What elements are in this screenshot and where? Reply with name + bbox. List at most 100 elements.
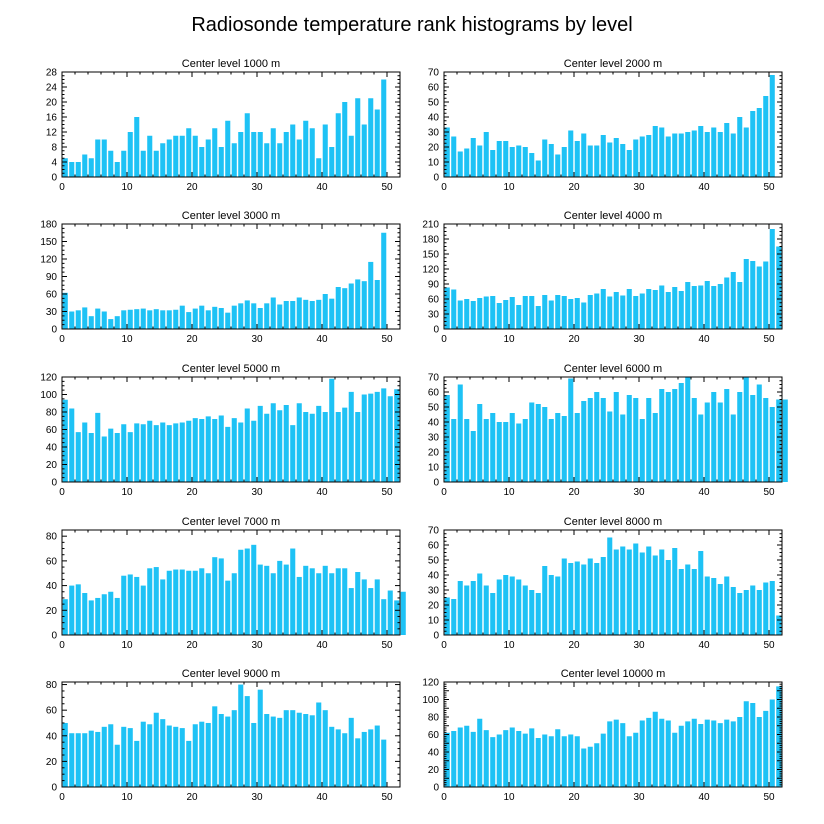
bar — [257, 564, 263, 635]
bar — [691, 130, 697, 177]
bar — [685, 721, 691, 788]
bar — [160, 579, 166, 635]
bar — [69, 585, 75, 635]
x-tick-label: 0 — [441, 792, 447, 803]
bar — [568, 734, 574, 787]
x-tick-label: 0 — [441, 640, 447, 651]
y-tick-label: 80 — [46, 532, 58, 543]
bar — [522, 147, 528, 177]
x-tick-label: 30 — [251, 182, 263, 193]
bar — [277, 143, 283, 177]
bar — [737, 282, 743, 329]
x-tick-label: 40 — [698, 487, 710, 498]
bar — [639, 720, 645, 787]
bar — [659, 389, 665, 482]
panel-title: Center level 1000 m — [182, 58, 280, 70]
bar — [529, 153, 535, 177]
bar — [355, 412, 361, 482]
bar — [192, 418, 198, 483]
bar — [134, 740, 140, 787]
bar — [477, 298, 483, 329]
bar — [509, 413, 515, 482]
bar — [769, 407, 775, 482]
y-tick-label: 30 — [428, 310, 440, 321]
bar — [231, 143, 237, 177]
x-tick-label: 50 — [763, 487, 775, 498]
bar — [587, 746, 593, 787]
bar — [82, 422, 88, 482]
bar — [555, 154, 561, 177]
bar — [114, 162, 120, 177]
bar — [763, 582, 769, 635]
bar — [381, 739, 387, 787]
bar — [672, 389, 678, 482]
bar — [646, 135, 652, 177]
bar — [257, 308, 263, 329]
x-tick-label: 0 — [59, 792, 65, 803]
bar — [62, 722, 68, 787]
y-tick-label: 10 — [428, 463, 440, 474]
bar — [322, 124, 328, 177]
bar — [652, 413, 658, 482]
x-tick-label: 30 — [633, 182, 645, 193]
bar — [464, 148, 470, 177]
bar — [509, 297, 515, 329]
bar — [264, 714, 270, 787]
bar — [594, 392, 600, 482]
y-tick-label: 0 — [433, 631, 439, 642]
bar — [160, 310, 166, 329]
bar — [381, 79, 387, 177]
bar — [548, 575, 554, 635]
bar — [724, 576, 730, 635]
y-tick-label: 100 — [40, 390, 57, 401]
y-tick-label: 0 — [51, 631, 57, 642]
bar — [711, 578, 717, 635]
bar — [581, 133, 587, 177]
bar — [257, 132, 263, 177]
x-tick-label: 20 — [568, 334, 580, 345]
bar — [303, 120, 309, 177]
bar — [587, 398, 593, 482]
x-tick-label: 40 — [698, 640, 710, 651]
bar — [322, 294, 328, 329]
bar — [587, 558, 593, 635]
x-tick-label: 10 — [121, 792, 133, 803]
bar — [509, 727, 515, 787]
y-tick-label: 60 — [46, 706, 58, 717]
bar — [704, 132, 710, 177]
bar — [737, 392, 743, 482]
bar — [711, 286, 717, 329]
bar — [368, 393, 374, 483]
x-tick-label: 20 — [568, 487, 580, 498]
bar — [756, 590, 762, 635]
bar — [160, 143, 166, 177]
bar — [290, 710, 296, 787]
bar — [535, 738, 541, 787]
bar — [763, 96, 769, 177]
y-tick-label: 16 — [46, 113, 58, 124]
bar — [127, 574, 133, 635]
bar — [173, 569, 179, 635]
bar — [685, 132, 691, 177]
bar — [186, 420, 192, 482]
bar — [225, 120, 231, 177]
bar — [646, 717, 652, 788]
bar — [503, 141, 509, 177]
bar — [639, 293, 645, 329]
bar — [698, 285, 704, 329]
bar — [186, 128, 192, 177]
bar — [587, 295, 593, 329]
bar — [516, 145, 522, 177]
bar — [633, 398, 639, 482]
bar — [600, 733, 606, 788]
bar — [147, 568, 153, 635]
bar — [581, 401, 587, 482]
x-tick-label: 0 — [59, 640, 65, 651]
bar — [342, 733, 348, 787]
bar — [451, 599, 457, 635]
bar — [659, 549, 665, 635]
bar — [277, 560, 283, 635]
bar — [95, 731, 101, 787]
bar — [140, 424, 146, 482]
bar — [88, 316, 94, 329]
